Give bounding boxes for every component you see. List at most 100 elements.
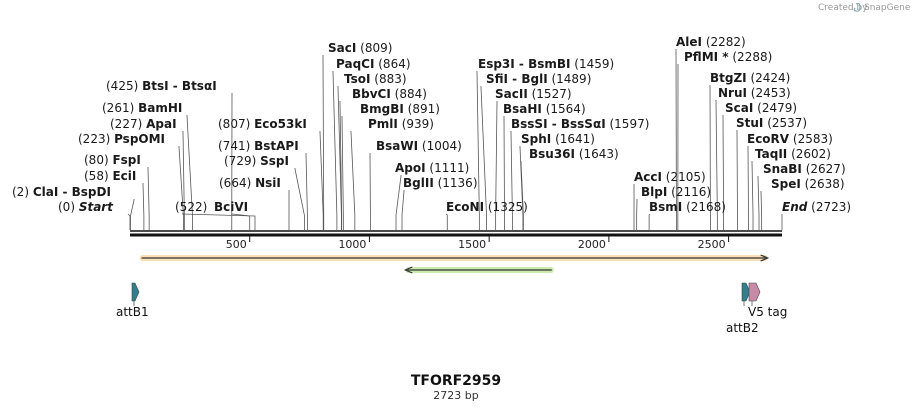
site-label: (0) Start: [58, 200, 114, 214]
features: attB1 attB2 V5 tag: [116, 282, 787, 335]
site-label: (522): [175, 200, 207, 214]
site-label: BsaWI (1004): [376, 139, 462, 153]
leader-line: [305, 153, 308, 230]
site-label: BmgBI (891): [360, 102, 440, 116]
leader-line: [395, 175, 402, 230]
site-label: ApoI (1111): [395, 161, 469, 175]
site-label: BglII (1136): [403, 176, 478, 190]
leader-line: [322, 55, 325, 230]
site-label: (261) BamHI: [102, 101, 182, 115]
leader-line: [648, 213, 651, 230]
orf-arrows: [139, 254, 770, 274]
leader-line: [350, 131, 356, 230]
leader-line: [182, 131, 185, 230]
leader-line: [760, 191, 763, 230]
leader-line: [445, 213, 448, 230]
leader-line: [130, 199, 135, 230]
site-label: Bsu36I (1643): [529, 147, 619, 161]
leader-line: [495, 101, 498, 230]
leader-line: [715, 100, 718, 230]
site-label: SfiI - BglI (1489): [486, 72, 591, 86]
axis-tick-label: 2500: [698, 238, 726, 251]
feature-attb2: [741, 282, 751, 302]
leader-line: [510, 131, 513, 230]
site-label: PaqCI (864): [336, 57, 411, 71]
site-label: BtgZI (2424): [710, 71, 790, 85]
sequence-backbone: [130, 230, 782, 237]
axis-tick-label: 1500: [458, 238, 486, 251]
leader-line: [757, 176, 760, 230]
leader-line: [520, 161, 524, 230]
leader-line: [147, 167, 150, 230]
leader-line: [127, 213, 131, 230]
site-label: (58) EciI: [84, 169, 136, 183]
leader-line: [341, 116, 344, 230]
leader-line: [181, 213, 256, 230]
site-label: SacII (1527): [495, 87, 572, 101]
site-label: TsoI (883): [344, 72, 407, 86]
site-label: (227) ApaI: [110, 117, 177, 131]
feature-label: V5 tag: [748, 305, 787, 319]
site-label: SphI (1641): [521, 132, 595, 146]
site-label: NruI (2453): [718, 86, 791, 100]
site-label: (2) ClaI - BspDI: [12, 185, 111, 199]
feature-label: attB2: [726, 321, 759, 335]
leader-line: [319, 131, 324, 230]
site-label: AleI (2282): [676, 35, 746, 49]
site-label: (664) NsiI: [219, 176, 281, 190]
leader-line: [142, 183, 145, 230]
credit-text: Created by: [818, 3, 868, 13]
site-label: PmlI (939): [368, 117, 434, 131]
leader-line: [339, 101, 343, 230]
orf-arrow-icon: [760, 254, 770, 262]
site-label: SpeI (2638): [771, 177, 845, 191]
site-label: AccI (2105): [634, 170, 706, 184]
axis-tick-label: 1000: [338, 238, 366, 251]
leader-line: [332, 71, 338, 230]
map-title: TFORF2959: [411, 373, 501, 389]
site-label: (807) Eco53kI: [218, 117, 307, 131]
site-label: TaqII (2602): [755, 147, 831, 161]
axis-tick-label: 500: [226, 238, 247, 251]
site-label: BciVI: [214, 200, 248, 214]
site-label: BssSI - BssSαI (1597): [511, 117, 649, 131]
feature-label: attB1: [116, 305, 149, 319]
site-label: ScaI (2479): [725, 101, 797, 115]
site-label: EcoNI (1325): [446, 200, 528, 214]
snapgene-logo-icon: [853, 2, 861, 12]
leader-line: [231, 213, 251, 230]
leader-line: [480, 86, 487, 230]
site-label: (425) BtsI - BtsαI: [106, 79, 217, 93]
axis-tick-label: 2000: [578, 238, 606, 251]
orf-arrow-icon: [403, 266, 413, 274]
leader-line: [476, 71, 480, 230]
site-labels: (0) Start(2) ClaI - BspDI (58) EciI (80) F…: [12, 35, 851, 214]
site-label: PflMI * (2288): [684, 50, 772, 64]
site-label: EcoRV (2583): [747, 132, 833, 146]
feature-attb1: [131, 282, 140, 302]
site-label: SacI (809): [328, 41, 392, 55]
site-label: (741) BstAPI: [218, 139, 299, 153]
site-label: Esp3I - BsmBI (1459): [478, 57, 614, 71]
site-label: (729) SspI: [224, 154, 289, 168]
site-label: SnaBI (2627): [763, 162, 846, 176]
credit-brand: SnapGene: [864, 3, 911, 13]
site-label: End (2723): [782, 200, 851, 214]
feature-v5-tag: [748, 282, 761, 302]
site-label: BsaHI (1564): [503, 102, 586, 116]
leader-line: [294, 168, 305, 230]
map-subtitle: 2723 bp: [433, 389, 478, 402]
leader-line: [751, 161, 754, 230]
axis-ticks: 500 1000 1500 2000 2500: [226, 235, 730, 251]
site-label: BsmI (2168): [649, 200, 726, 214]
leader-line: [186, 115, 193, 230]
site-label: (80) FspI: [84, 153, 141, 167]
site-label: StuI (2537): [736, 116, 807, 130]
site-label: BbvCI (884): [352, 87, 427, 101]
leader-line: [401, 190, 405, 230]
site-label: (223) PspOMI: [78, 132, 165, 146]
site-label: BlpI (2116): [641, 185, 711, 199]
leader-line: [722, 115, 724, 230]
leader-line: [178, 146, 184, 230]
